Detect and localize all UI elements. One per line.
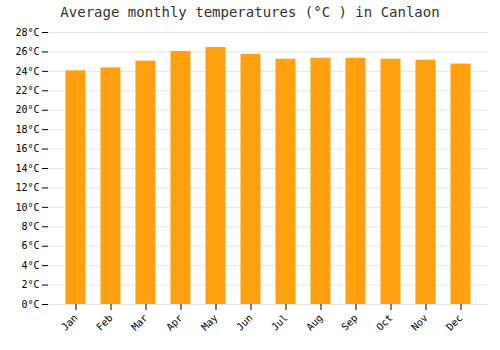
svg-text:26°C: 26°C: [15, 46, 39, 57]
svg-text:20°C: 20°C: [15, 104, 39, 115]
svg-text:12°C: 12°C: [15, 182, 39, 193]
svg-text:Nov: Nov: [409, 312, 430, 333]
svg-text:0°C: 0°C: [21, 299, 39, 310]
svg-text:10°C: 10°C: [15, 202, 39, 213]
svg-text:Jul: Jul: [269, 312, 290, 333]
svg-text:4°C: 4°C: [21, 260, 39, 271]
svg-text:6°C: 6°C: [21, 240, 39, 251]
svg-text:2°C: 2°C: [21, 279, 39, 290]
svg-text:16°C: 16°C: [15, 143, 39, 154]
svg-text:Jan: Jan: [59, 312, 80, 333]
svg-text:Dec: Dec: [444, 312, 465, 333]
svg-text:18°C: 18°C: [15, 124, 39, 135]
svg-text:Sep: Sep: [339, 312, 360, 333]
svg-text:May: May: [199, 312, 220, 333]
svg-text:24°C: 24°C: [15, 66, 39, 77]
svg-text:Aug: Aug: [304, 312, 325, 333]
svg-text:28°C: 28°C: [15, 27, 39, 38]
svg-text:Mar: Mar: [129, 312, 150, 333]
svg-text:Apr: Apr: [164, 312, 185, 333]
svg-text:14°C: 14°C: [15, 163, 39, 174]
svg-text:8°C: 8°C: [21, 221, 39, 232]
svg-text:22°C: 22°C: [15, 85, 39, 96]
svg-text:Jun: Jun: [234, 312, 255, 333]
svg-text:Oct: Oct: [374, 312, 395, 333]
html-text:Average monthly temperatures (: Average monthly temperatures (°C ) in Ca…: [60, 4, 440, 20]
svg-text:Feb: Feb: [94, 312, 115, 333]
